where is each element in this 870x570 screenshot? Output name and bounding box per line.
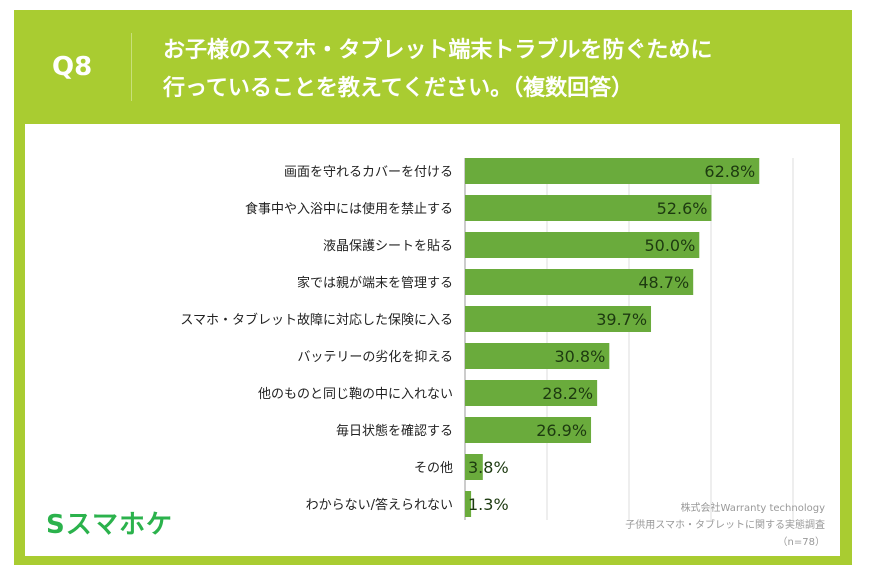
bar [465, 232, 700, 258]
category-label: 食事中や入浴中には使用を禁止する [245, 201, 453, 217]
bar [465, 158, 760, 184]
question-title: お子様のスマホ・タブレット端末トラブルを防ぐために 行っていることを教えてください… [163, 32, 823, 108]
bar [465, 269, 694, 295]
bar [465, 195, 712, 221]
data-label: 30.8% [554, 347, 605, 366]
category-label: 他のものと同じ鞄の中に入れない [258, 387, 453, 402]
bar [465, 306, 652, 332]
data-label: 26.9% [536, 421, 587, 440]
source-note: 株式会社Warranty technology 子供用スマホ・タブレットに関する… [625, 500, 825, 551]
bar [465, 343, 610, 369]
logo: Sスマホケ [46, 504, 173, 541]
category-label: その他 [414, 461, 453, 476]
data-label: 62.8% [704, 162, 755, 181]
title-line-2: 行っていることを教えてください。（複数回答） [163, 76, 634, 101]
question-number: Q8 [52, 52, 93, 82]
data-label: 52.6% [657, 199, 708, 218]
divider [131, 33, 132, 101]
category-label: バッテリーの劣化を抑える [297, 350, 453, 365]
data-label: 39.7% [596, 310, 647, 329]
bar [465, 454, 483, 480]
data-label: 48.7% [638, 273, 689, 292]
data-label: 50.0% [644, 236, 695, 255]
data-label: 28.2% [542, 384, 593, 403]
category-label: 毎日状態を確認する [336, 423, 453, 439]
logo-text: Sスマホケ [46, 510, 173, 540]
sample-size: （n=78） [777, 537, 825, 548]
category-label: わからない/答えられない [306, 497, 453, 513]
survey-name: 子供用スマホ・タブレットに関する実態調査 [625, 520, 825, 531]
bar [465, 380, 598, 406]
category-label: 家では親が端末を管理する [297, 275, 453, 291]
bar [465, 417, 592, 443]
bar [465, 491, 472, 517]
data-label: 1.3% [468, 495, 509, 514]
data-label: 3.8% [468, 458, 509, 477]
title-line-1: お子様のスマホ・タブレット端末トラブルを防ぐために [163, 38, 713, 63]
category-label: 画面を守れるカバーを付ける [284, 165, 453, 180]
category-label: 液晶保護シートを貼る [323, 238, 453, 254]
company-name: 株式会社Warranty technology [680, 503, 825, 514]
category-label: スマホ・タブレット故障に対応した保険に入る [180, 312, 453, 328]
